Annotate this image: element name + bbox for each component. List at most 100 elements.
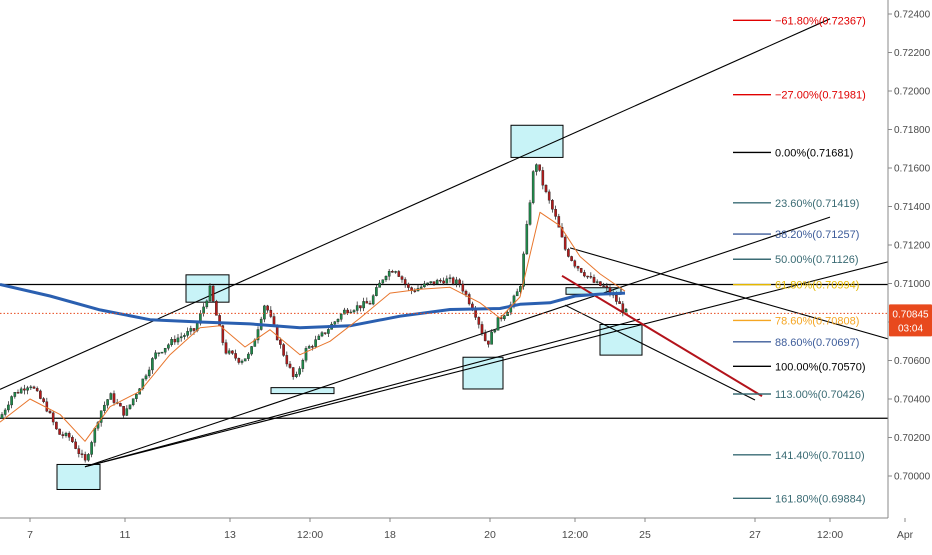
- time-tick-label: 20: [484, 529, 496, 541]
- candle-body: [272, 316, 276, 326]
- candle-body: [61, 434, 65, 436]
- fib-levels: −61.80%(0.72367) −27.00%(0.71981) 0.00%(0.…: [0, 15, 888, 505]
- candle-body: [397, 271, 401, 277]
- candle-body: [339, 313, 343, 320]
- candle-body: [621, 303, 625, 313]
- candle-body: [483, 333, 487, 342]
- candle-body: [19, 388, 23, 394]
- price-tick-label: 0.70000: [894, 472, 931, 483]
- candle-body: [77, 448, 81, 454]
- highlight-box: [270, 387, 335, 395]
- candle-body: [381, 279, 385, 284]
- candle-body: [208, 285, 212, 302]
- candle-body: [490, 331, 493, 345]
- candle-body: [314, 339, 317, 347]
- candle-body: [592, 276, 596, 283]
- candle-body: [560, 227, 564, 238]
- candle-body: [493, 330, 497, 333]
- candle-body: [435, 279, 439, 285]
- candle-body: [192, 328, 196, 331]
- candle-body: [573, 260, 577, 267]
- candle-body: [51, 412, 55, 423]
- candle-body: [455, 279, 458, 284]
- candle-body: [554, 209, 557, 217]
- trend-line: [84, 249, 932, 468]
- fib-level-label: 78.60%(0.70808): [775, 315, 859, 327]
- trend-line: [569, 247, 932, 353]
- candle-body: [39, 390, 42, 399]
- candle-body: [26, 387, 29, 391]
- candle-body: [304, 348, 308, 361]
- fib-level-label: 38.20%(0.71257): [775, 229, 859, 241]
- candle-body: [426, 282, 429, 285]
- candle-body: [346, 309, 349, 314]
- candle-body: [224, 342, 228, 354]
- candle-body: [45, 401, 49, 412]
- candle-body: [23, 388, 26, 391]
- candle-body: [362, 301, 365, 309]
- candle-body: [394, 271, 397, 273]
- candle-body: [407, 283, 410, 288]
- candle-body: [605, 285, 609, 288]
- candle-body: [279, 339, 282, 345]
- candle-body: [599, 281, 602, 286]
- candle-body: [368, 303, 372, 305]
- candle-body: [291, 367, 295, 377]
- candle-body: [55, 421, 58, 430]
- candle-body: [58, 428, 61, 435]
- candle-body: [151, 358, 154, 371]
- candle-body: [231, 350, 234, 354]
- candle-body: [378, 282, 381, 288]
- fib-level-label: 61.80%(0.70994): [775, 280, 859, 292]
- candle-body: [16, 392, 20, 394]
- time-tick-label: 27: [749, 529, 761, 541]
- candle-body: [487, 340, 490, 345]
- fib-level-label: 113.00%(0.70426): [775, 389, 865, 401]
- candle-body: [227, 350, 231, 354]
- fib-level-label: 141.40%(0.70110): [775, 450, 865, 462]
- candle-body: [93, 428, 97, 443]
- time-tick-label: 12:00: [297, 529, 323, 541]
- candle-body: [176, 337, 180, 343]
- candle-body: [160, 351, 164, 354]
- candle-body: [352, 310, 356, 313]
- candle-body: [35, 388, 39, 392]
- price-tick-label: 0.70400: [894, 395, 931, 406]
- candle-body: [419, 286, 423, 289]
- candle-body: [307, 346, 311, 349]
- candle-body: [496, 317, 500, 331]
- candle-body: [429, 281, 433, 284]
- candle-body: [215, 301, 218, 316]
- candle-body: [141, 378, 145, 389]
- candle-body: [147, 369, 151, 377]
- candle-body: [163, 347, 167, 353]
- candle-body: [439, 279, 442, 282]
- candle-body: [103, 404, 106, 411]
- candle-body: [576, 265, 580, 269]
- time-tick-label: 7: [27, 529, 33, 541]
- time-tick-label: 25: [639, 529, 651, 541]
- time-tick-label: 18: [384, 529, 396, 541]
- candle-body: [112, 393, 116, 403]
- candle-body: [442, 280, 445, 284]
- candle-body: [243, 358, 247, 362]
- candle-body: [589, 276, 593, 278]
- price-tick-label: 0.71200: [894, 241, 931, 252]
- candle-body: [515, 291, 519, 297]
- candle-body: [0, 414, 4, 419]
- candle-body: [266, 305, 269, 311]
- price-tick-label: 0.72000: [894, 87, 931, 98]
- candle-body: [80, 453, 84, 455]
- candle-body: [154, 352, 157, 359]
- candle-body: [448, 277, 452, 279]
- candle-body: [371, 295, 375, 305]
- candle-body: [583, 272, 586, 277]
- candle-body: [375, 287, 378, 296]
- highlight-box: [185, 274, 230, 303]
- candle-body: [311, 346, 314, 348]
- highlight-box: [510, 124, 564, 158]
